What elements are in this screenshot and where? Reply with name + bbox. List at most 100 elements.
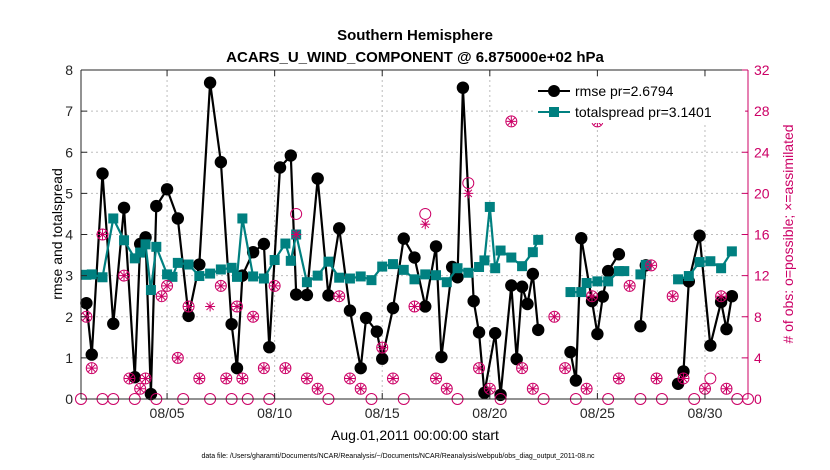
obs-assimilated-marker — [441, 383, 452, 394]
obs-assimilated-marker — [377, 342, 388, 353]
rmse-point — [107, 317, 120, 330]
obs-assimilated-marker — [86, 363, 97, 374]
rmse-point — [300, 288, 314, 302]
totalspread-point — [119, 235, 130, 246]
obs-assimilated-marker — [474, 363, 485, 374]
obs-assimilated-marker — [312, 383, 323, 394]
obs-assimilated-marker — [484, 383, 495, 394]
obs-assimilated-marker — [721, 383, 732, 394]
y-tick-label-right: 32 — [754, 62, 770, 78]
y-tick-label-right: 28 — [754, 103, 770, 119]
rmse-point — [515, 280, 529, 293]
totalspread-point — [194, 271, 205, 282]
obs-assimilated-marker — [355, 383, 366, 394]
rmse-point — [397, 232, 410, 245]
legend-rmse-label: rmse pr=2.6794 — [575, 83, 674, 99]
obs-possible-marker — [430, 372, 443, 385]
obs-possible-marker — [704, 372, 717, 385]
obs-assimilated-marker — [344, 373, 355, 384]
totalspread-point — [162, 269, 173, 280]
obs-assimilated-marker — [215, 280, 226, 291]
obs-assimilated-marker — [183, 301, 194, 312]
rmse-point — [150, 199, 163, 213]
rmse-point — [591, 327, 604, 341]
totalspread-point — [463, 267, 474, 278]
totalspread-point — [129, 253, 140, 264]
obs-possible-marker — [268, 279, 281, 292]
rmse-point — [225, 317, 238, 331]
obs-assimilated-marker — [291, 229, 302, 240]
obs-possible-marker — [526, 382, 539, 395]
legend: rmse pr=2.6794 totalspread pr=3.1401 — [533, 79, 745, 123]
obs-possible-marker — [279, 362, 292, 375]
y-tick-label-right: 0 — [754, 391, 762, 407]
rmse-point — [322, 289, 335, 302]
obs-assimilated-marker — [237, 373, 248, 384]
rmse-point — [575, 232, 588, 245]
obs-possible-marker — [155, 290, 168, 303]
totalspread-point — [490, 263, 501, 274]
obs-possible-marker — [386, 372, 399, 385]
rmse-point — [376, 352, 389, 365]
y-tick-label-left: 7 — [65, 103, 73, 119]
totalspread-point — [285, 255, 296, 266]
obs-possible-marker — [612, 372, 625, 385]
obs-possible-marker — [473, 362, 486, 375]
obs-assimilated-marker — [581, 383, 592, 394]
obs-assimilated-marker — [651, 373, 662, 384]
x-axis-label: Aug.01,2011 00:00:00 start — [331, 427, 499, 443]
obs-possible-marker — [354, 382, 367, 395]
rmse-point — [386, 301, 400, 315]
rmse-point — [193, 258, 206, 271]
rmse-point — [467, 294, 480, 308]
obs-assimilated-marker — [624, 280, 635, 291]
totalspread-point — [441, 277, 452, 288]
totalspread-point — [81, 269, 92, 280]
obs-possible-marker — [96, 228, 109, 241]
totalspread-point — [135, 247, 146, 258]
obs-assimilated-marker — [119, 270, 130, 281]
obs-possible-marker — [123, 372, 136, 385]
totalspread-point — [592, 276, 603, 287]
obs-possible-marker — [300, 372, 313, 385]
obs-assimilated-marker — [527, 383, 538, 394]
rmse-point — [343, 304, 357, 317]
totalspread-point — [226, 262, 237, 273]
legend-totalspread-marker — [549, 107, 559, 117]
obs-possible-marker — [677, 372, 690, 385]
obs-possible-marker — [214, 279, 227, 292]
obs-assimilated-marker — [409, 301, 420, 312]
rmse-point — [359, 311, 373, 325]
rmse-point — [160, 183, 174, 196]
obs-possible-marker — [85, 362, 98, 375]
y-tick-label-right: 12 — [754, 268, 770, 284]
y-tick-label-left: 5 — [65, 185, 73, 201]
totalspread-point — [398, 264, 409, 275]
obs-possible-marker — [715, 290, 728, 303]
rmse-point — [311, 172, 324, 185]
obs-assimilated-marker — [140, 373, 151, 384]
totalspread-point — [673, 274, 684, 285]
obs-assimilated-marker — [699, 383, 710, 394]
obs-assimilated-marker — [221, 373, 232, 384]
obs-assimilated-marker — [248, 311, 259, 322]
rmse-point — [354, 361, 367, 375]
obs-assimilated-marker — [231, 301, 242, 312]
data-file-footnote: data file: /Users/gharamti/Documents/NCA… — [201, 453, 595, 460]
totalspread-point — [334, 272, 345, 283]
obs-possible-marker — [139, 372, 152, 385]
rmse-point — [494, 388, 507, 402]
totalspread-point — [301, 277, 312, 288]
obs-assimilated-marker — [646, 260, 657, 271]
rmse-point — [273, 161, 287, 174]
obs-possible-marker — [182, 300, 195, 313]
totalspread-point — [613, 266, 624, 277]
x-tick-label: 08/05 — [150, 405, 185, 421]
rmse-point — [117, 201, 131, 214]
rmse-point — [419, 300, 432, 313]
rmse-point — [472, 326, 486, 339]
rmse-point — [80, 296, 93, 310]
rmse-point — [488, 327, 502, 340]
totalspread-point — [231, 271, 242, 282]
chart-subtitle: ACARS_U_WIND_COMPONENT @ 6.875000e+02 hP… — [226, 49, 604, 66]
